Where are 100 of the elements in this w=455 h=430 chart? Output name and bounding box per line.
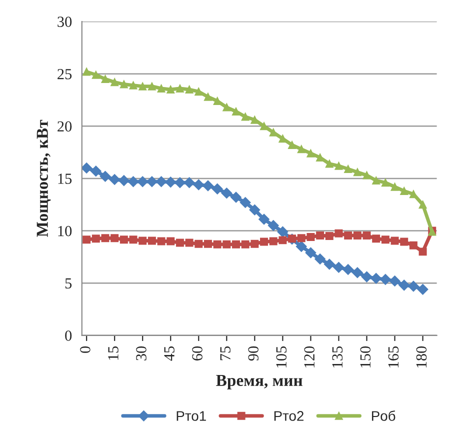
point [185,86,194,94]
point [370,272,382,284]
point [222,103,231,112]
y-tick-label: 30 [58,16,72,27]
point [324,258,335,270]
point [148,236,156,245]
point [137,176,148,188]
point [306,149,315,158]
point [194,88,203,96]
point [185,238,194,247]
point [241,240,250,248]
point [250,116,259,124]
point [381,178,390,187]
point [148,82,156,90]
point [204,240,212,248]
point [278,236,287,244]
point [101,234,110,242]
y-tick-label: 5 [65,278,72,289]
point [372,234,380,243]
point [249,204,260,216]
x-tick-label: 165 [388,346,399,368]
y-tick-label: 25 [58,69,72,80]
point [390,236,399,245]
point [120,236,128,244]
point [221,188,232,199]
point [176,84,184,92]
point [409,190,418,198]
point [296,241,307,252]
point [352,267,363,278]
point [100,170,111,182]
point [316,231,324,240]
point [325,160,334,168]
point [110,234,119,242]
point [165,176,176,188]
point [82,68,91,76]
point [277,226,288,238]
x-tick-label: 15 [108,346,118,360]
y-tick-label: 0 [65,330,72,341]
x-tick-label: 60 [192,346,202,360]
point [240,197,251,208]
point [390,182,399,191]
point [230,192,242,203]
point [362,171,371,180]
x-tick-label: 0 [80,346,90,353]
point [260,238,268,246]
point [232,240,240,248]
point [398,280,410,291]
y-axis-title: Мощность, кВт [36,120,51,237]
point [184,177,195,188]
point [138,82,147,90]
point [258,214,270,225]
point [194,240,203,248]
y-tick-label: 15 [58,174,72,184]
point [361,271,372,282]
point [129,236,138,244]
point [380,274,391,285]
point [157,84,166,92]
point [418,200,427,209]
point [269,128,278,136]
y-tick-label: 20 [58,121,72,132]
point [193,179,204,190]
point [222,240,231,248]
point [333,262,344,273]
legend-label: Pто2 [274,411,304,421]
point [82,162,92,174]
point [241,112,250,121]
point [101,75,110,84]
point [109,174,120,185]
point [381,236,390,244]
point [344,165,352,174]
point [174,177,186,188]
point [268,220,279,231]
legend-label: Pоб [372,410,396,421]
point [353,231,362,240]
x-tick-label: 150 [360,346,371,368]
point [146,176,158,188]
point [110,78,119,86]
point [260,122,268,130]
point [288,140,296,149]
point [400,187,408,195]
point [306,233,315,242]
point [362,231,371,240]
point [344,231,352,240]
point [297,234,306,242]
point [90,166,102,177]
point [120,80,128,88]
x-tick-label: 75 [220,346,230,360]
point [250,240,259,248]
point [166,86,175,94]
point [372,176,380,185]
point [92,234,100,243]
point [305,247,316,258]
x-tick-label: 30 [136,346,146,360]
point [213,240,222,248]
point [138,236,147,245]
x-axis-title: Время, мин [216,374,302,390]
point [297,145,306,154]
point [325,232,334,240]
point [334,162,343,170]
x-tick-label: 90 [248,346,259,361]
